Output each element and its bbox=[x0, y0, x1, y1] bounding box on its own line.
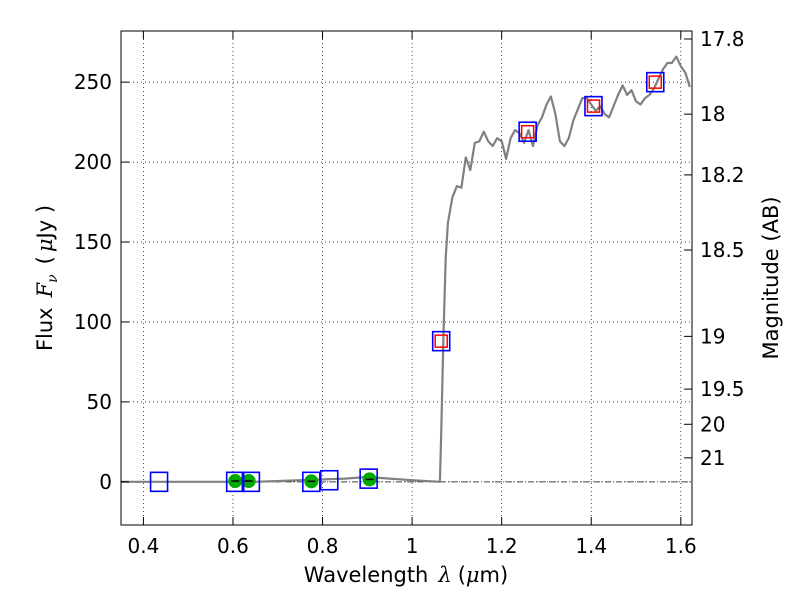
photometry-box bbox=[359, 468, 378, 489]
photometry-box bbox=[584, 95, 603, 117]
x-tick-label: 1.6 bbox=[665, 534, 697, 558]
magnitude-tick-label: 18.2 bbox=[700, 163, 745, 187]
magnitude-tick-label: 18.5 bbox=[700, 238, 745, 262]
x-tick-label: 0.8 bbox=[307, 534, 339, 558]
y-axis-label-unit-rest: Jy ) bbox=[33, 205, 57, 241]
model-band-box bbox=[648, 75, 663, 89]
x-axis-label: Wavelength λ (μm) bbox=[304, 563, 508, 587]
magnitude-tick-label: 17.8 bbox=[700, 27, 745, 51]
photometry-box bbox=[645, 71, 665, 93]
y-tick-label: 50 bbox=[87, 390, 112, 414]
y-axis-label-subscript: ν bbox=[45, 274, 61, 283]
plot-frame bbox=[120, 30, 693, 526]
x-axis-label-symbol: λ bbox=[437, 563, 451, 587]
photometry-box bbox=[518, 121, 537, 143]
spectrum-line bbox=[121, 55, 691, 483]
x-tick-label: 1.2 bbox=[486, 534, 518, 558]
x-tick-label: 0.6 bbox=[217, 534, 249, 558]
axis-ticks: 0.4 0.6 0.8 1 1.2 1.4 1.6 0 50 100 150 200 250 17.8 18… bbox=[74, 27, 745, 558]
magnitude-tick-label: 21 bbox=[700, 446, 725, 470]
x-axis-label-unit-mu: μ bbox=[466, 563, 480, 587]
grid bbox=[121, 31, 692, 525]
photometry-box bbox=[241, 471, 261, 493]
y-axis-label-text: Flux bbox=[33, 307, 57, 351]
y-axis-label-unit-open: ( bbox=[33, 256, 57, 264]
magnitude-tick-label: 20 bbox=[700, 412, 725, 436]
x-axis-label-text: Wavelength bbox=[304, 563, 429, 587]
model-band-box bbox=[434, 334, 448, 348]
model-band-box bbox=[586, 99, 601, 113]
photometry-box bbox=[149, 471, 169, 493]
y-tick-label: 200 bbox=[74, 150, 112, 174]
y-tick-label: 100 bbox=[74, 310, 112, 334]
y-tick-label: 250 bbox=[74, 70, 112, 94]
y-axis-label-symbol: F bbox=[33, 281, 57, 298]
magnitude-tick-label: 19 bbox=[700, 324, 725, 348]
x-tick-label: 1 bbox=[406, 534, 419, 558]
x-axis-label-unit-rest: m) bbox=[480, 563, 509, 587]
photometry-box bbox=[302, 471, 321, 493]
y-tick-label: 150 bbox=[74, 230, 112, 254]
photometry-box bbox=[225, 471, 245, 493]
y-axis-label: Flux Fν ( μJy ) bbox=[33, 205, 61, 351]
magnitude-tick-label: 19.5 bbox=[700, 377, 745, 401]
x-tick-label: 0.4 bbox=[127, 534, 159, 558]
model-band-box bbox=[520, 124, 535, 139]
magnitude-tick-label: 18 bbox=[700, 102, 725, 126]
photometry-box bbox=[431, 330, 451, 352]
photometry-box bbox=[319, 469, 339, 491]
plot-area bbox=[121, 55, 692, 493]
y2-axis-label: Magnitude (AB) bbox=[759, 196, 783, 359]
x-tick-label: 1.4 bbox=[575, 534, 607, 558]
y-tick-label: 0 bbox=[99, 470, 112, 494]
x-axis-label-unit-open: ( bbox=[458, 563, 466, 587]
y-axis-label-unit-mu: μ bbox=[33, 238, 57, 252]
